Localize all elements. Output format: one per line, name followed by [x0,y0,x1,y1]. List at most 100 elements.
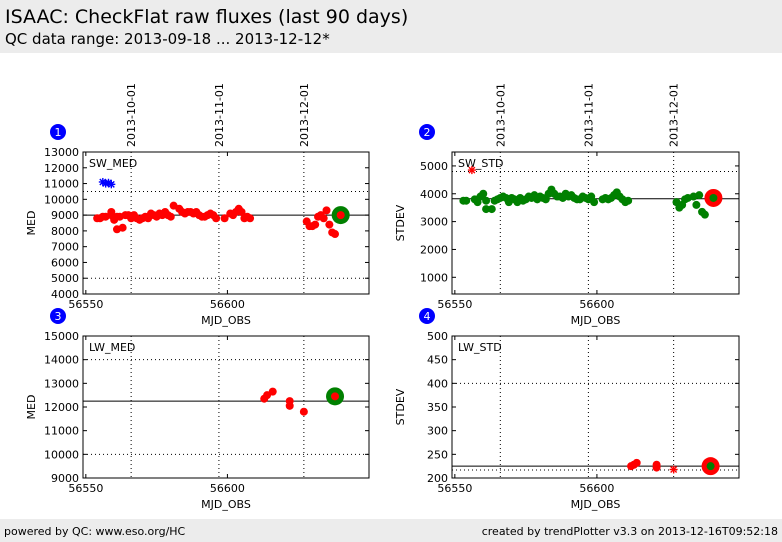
panel-number-label: 2 [424,126,431,139]
data-point [692,200,701,209]
plot-frame [451,151,740,295]
outlier-star-stroke [107,180,115,188]
data-point [311,220,320,229]
data-point [652,460,661,469]
y-tick-label: 250 [427,448,448,461]
data-point [299,407,308,416]
y-tick-label: 14000 [44,354,79,367]
plot-frame [451,335,740,479]
panel-number-label: 4 [424,310,431,323]
panel-number-badge [419,124,435,140]
page-header: ISAAC: CheckFlat raw fluxes (last 90 day… [0,0,782,53]
data-layer [260,387,345,416]
y-tick-label: 15000 [44,330,79,343]
top-date-tick-label: 2013-11-01 [582,83,595,147]
data-layer [627,457,720,476]
plot-frame [82,335,370,479]
y-tick-label: 11000 [44,178,79,191]
data-point [118,223,127,232]
footer-powered-by: powered by QC: www.eso.org/HC [4,525,186,538]
x-tick-label: 56550 [437,298,472,311]
data-point [624,196,633,205]
data-point [220,214,229,223]
x-tick-label: 56600 [210,482,245,495]
y-tick-label: 300 [427,425,448,438]
outlier-star-stroke [104,179,112,187]
y-axis-label: MED [25,211,38,236]
outlier-star [669,465,678,474]
chart-panel-4: 200 250 300 350 400 450 500 56550 56600 MJD_OBS ST… [394,308,740,511]
data-point [212,214,221,223]
data-point [325,220,334,229]
data-point [237,207,246,216]
y-tick-label: 10000 [44,448,79,461]
x-tick-label: 56550 [68,482,103,495]
chart-panel-3: 9000 10000 11000 12000 13000 14000 15000 56550 5… [25,308,370,511]
y-tick-label: 11000 [44,425,79,438]
outlier-star [467,166,476,175]
latest-point-inner [709,193,718,202]
x-axis-label: MJD_OBS [201,498,251,511]
y-tick-label: 13000 [44,377,79,390]
panel-number-badge [419,308,435,324]
x-axis-label: MJD_OBS [571,498,621,511]
inset-label: LW_STD [458,341,502,354]
y-tick-label: 200 [427,472,448,485]
top-date-tick-label: 2013-10-01 [125,83,138,147]
inset-label: SW_MED [89,157,137,170]
y-tick-label: 9000 [51,209,79,222]
y-axis-label: MED [25,395,38,420]
outlier-star-stroke [468,166,476,174]
data-point [479,189,488,198]
data-point [632,458,641,467]
data-point [462,196,471,205]
y-tick-label: 8000 [51,225,79,238]
page-subtitle: QC data range: 2013-09-18 ... 2013-12-12… [5,30,330,48]
data-layer [93,177,350,239]
footer-created-by: created by trendPlotter v3.3 on 2013-12-… [481,525,778,538]
x-tick-label: 56600 [210,298,245,311]
data-point [590,198,599,207]
panel-number-label: 3 [55,310,62,323]
data-point [319,214,328,223]
y-tick-label: 4000 [51,288,79,301]
y-tick-label: 7000 [51,241,79,254]
data-point [322,206,331,215]
x-axis-label: MJD_OBS [571,314,621,327]
y-tick-label: 13000 [44,146,79,159]
y-tick-label: 10000 [44,193,79,206]
data-point [331,230,340,239]
x-tick-label: 56600 [579,298,614,311]
data-point [268,387,277,396]
data-point [695,191,704,200]
y-tick-label: 12000 [44,401,79,414]
data-point [246,214,255,223]
outlier-star-stroke [99,178,107,186]
data-point [487,205,496,214]
chart-panel-1: 4000 5000 6000 7000 8000 9000 10000 11000 12000 1… [25,83,370,327]
y-tick-label: 2000 [420,243,448,256]
x-axis-label: MJD_OBS [201,314,251,327]
y-axis-label: STDEV [394,204,407,241]
y-tick-label: 350 [427,401,448,414]
data-point [482,205,491,214]
top-date-tick-label: 2013-12-01 [298,83,311,147]
top-date-tick-label: 2013-12-01 [668,83,681,147]
plot-frame [82,151,370,295]
data-point [482,196,491,205]
data-point [166,212,175,221]
y-tick-label: 400 [427,377,448,390]
x-tick-label: 56550 [437,482,472,495]
chart-panel-2: 1000 2000 3000 4000 5000 56550 56600 2013-10-01… [394,83,740,327]
x-tick-label: 56600 [579,482,614,495]
y-tick-label: 5000 [51,272,79,285]
inset-label: LW_MED [89,341,135,354]
page-footer: powered by QC: www.eso.org/HC created by… [0,519,782,542]
top-date-tick-label: 2013-10-01 [494,83,507,147]
y-axis-label: STDEV [394,388,407,425]
latest-point-inner [336,211,345,220]
page-title: ISAAC: CheckFlat raw fluxes (last 90 day… [5,6,409,28]
panel-number-badge [50,124,66,140]
x-tick-label: 56550 [68,298,103,311]
